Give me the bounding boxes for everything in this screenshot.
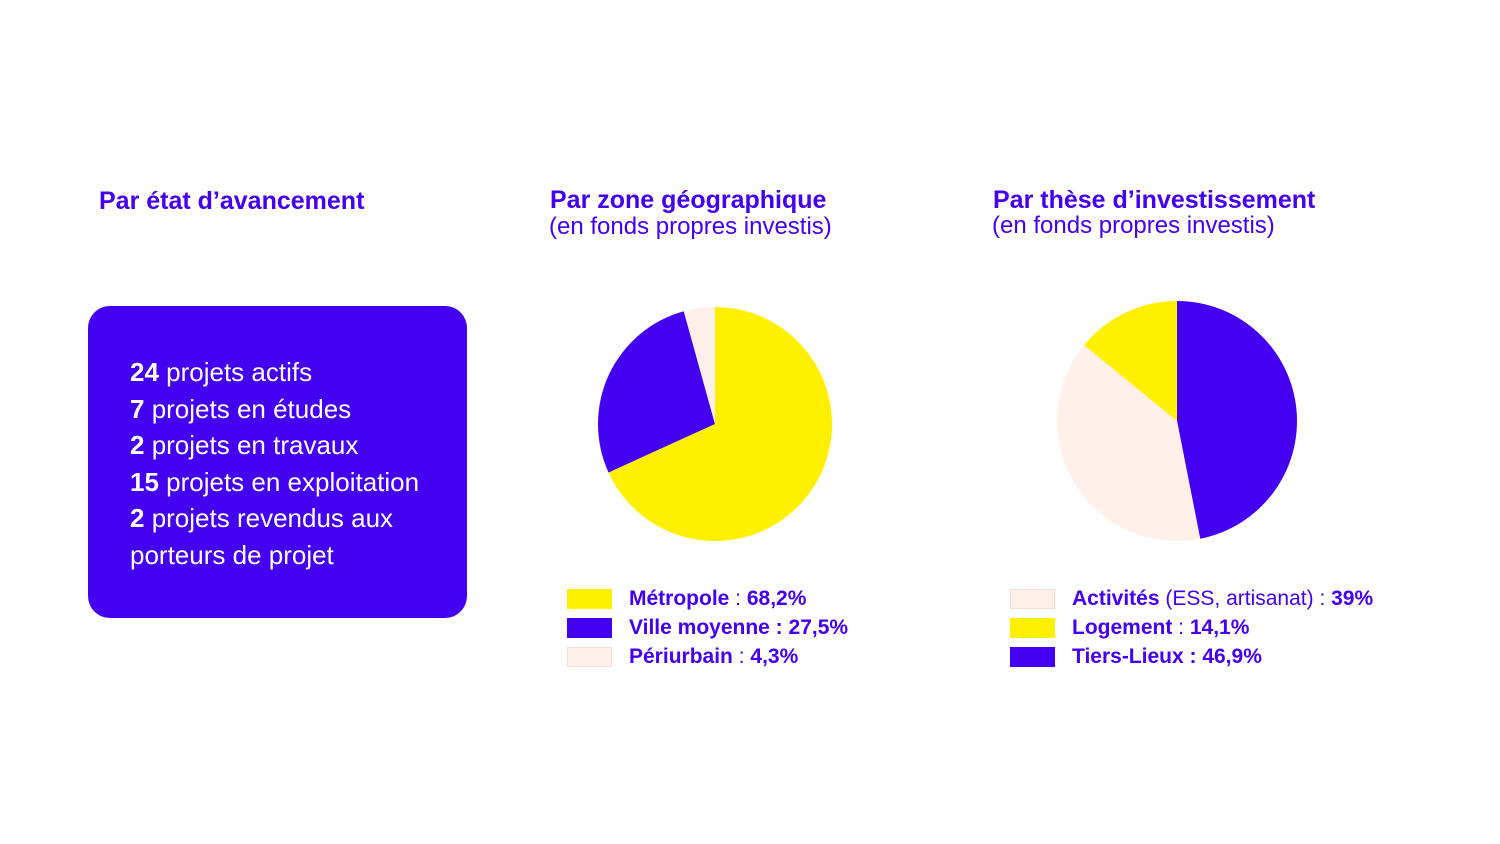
geo-legend: Métropole : 68,2% Ville moyenne : 27,5% …: [567, 584, 848, 671]
stat-text: porteurs de projet: [130, 539, 334, 570]
legend-item-activites: Activités (ESS, artisanat) : 39%: [1010, 584, 1373, 613]
status-title: Par état d’avancement: [99, 187, 365, 215]
stat-line-operation: 15 projets en exploitation: [130, 464, 467, 501]
legend-separator: :: [1313, 586, 1332, 610]
thesis-pie-chart: [1056, 301, 1297, 542]
legend-item-metropole: Métropole : 68,2%: [567, 584, 848, 613]
stat-count: 24: [130, 357, 159, 387]
legend-value: 68,2%: [746, 586, 807, 610]
stat-text: projets en travaux: [144, 430, 359, 461]
pie-slice-ville-moyenne: [598, 311, 715, 473]
legend-swatch: [1010, 617, 1055, 638]
legend-item-logement: Logement : 14,1%: [1010, 613, 1373, 642]
legend-label: Métropole: [629, 586, 730, 610]
legend-note: (ESS, artisanat): [1159, 586, 1314, 610]
legend-value: 4,3%: [750, 644, 799, 668]
legend-item-tiers-lieux: Tiers-Lieux : 46,9%: [1010, 642, 1373, 671]
legend-label: Périurbain: [629, 644, 733, 668]
pie-slice-activités: [1056, 345, 1201, 542]
stat-text: projets actifs: [158, 357, 313, 387]
legend-label: Activités: [1072, 586, 1160, 610]
legend-label: Logement: [1072, 615, 1173, 639]
geo-chart-title: Par zone géographique: [550, 186, 827, 214]
legend-swatch: [567, 617, 612, 638]
legend-item-periurbain: Périurbain : 4,3%: [567, 642, 848, 671]
status-summary-box: 24 projets actifs 7 projets en études 2 …: [88, 306, 467, 618]
thesis-legend: Activités (ESS, artisanat) : 39% Logemen…: [1010, 584, 1373, 671]
legend-label: Ville moyenne: [629, 615, 770, 639]
legend-swatch: [567, 646, 612, 667]
geo-chart-subtitle: (en fonds propres investis): [549, 213, 832, 240]
pie-slice-logement: [1084, 301, 1177, 421]
stat-count: 2: [130, 430, 145, 461]
legend-separator: :: [1172, 615, 1190, 639]
stat-line-resold: 2 projets revendus aux: [130, 500, 467, 537]
legend-separator: :: [1183, 644, 1203, 668]
stat-count: 7: [130, 393, 145, 424]
stat-text: projets en études: [144, 393, 352, 424]
legend-value: 39%: [1331, 586, 1374, 610]
stat-text: projets en exploitation: [158, 466, 420, 497]
legend-separator: :: [769, 615, 789, 639]
pie-slice-tiers-lieux: [1177, 301, 1297, 539]
stat-count: 15: [130, 466, 159, 497]
legend-value: 27,5%: [788, 615, 849, 639]
thesis-chart-title: Par thèse d’investissement: [993, 186, 1316, 214]
pie-slice-périurbain: [683, 307, 715, 424]
legend-swatch: [1010, 646, 1055, 667]
legend-item-ville-moyenne: Ville moyenne : 27,5%: [567, 613, 848, 642]
thesis-chart-subtitle: (en fonds propres investis): [992, 212, 1275, 239]
stat-text: projets revendus aux: [144, 503, 394, 534]
geo-pie-chart: [598, 307, 833, 541]
legend-swatch: [567, 588, 612, 609]
legend-separator: :: [732, 644, 751, 668]
stat-line-active: 24 projets actifs: [130, 354, 467, 391]
pie-slice-métropole: [608, 307, 833, 541]
legend-value: 14,1%: [1189, 615, 1250, 639]
stat-line-resold-cont: porteurs de projet: [130, 537, 467, 574]
stat-line-studies: 7 projets en études: [130, 391, 467, 428]
stat-line-works: 2 projets en travaux: [130, 427, 467, 464]
legend-value: 46,9%: [1202, 644, 1262, 668]
stat-count: 2: [130, 503, 145, 534]
legend-swatch: [1010, 588, 1055, 609]
legend-label: Tiers-Lieux: [1072, 644, 1184, 668]
legend-separator: :: [729, 586, 747, 610]
